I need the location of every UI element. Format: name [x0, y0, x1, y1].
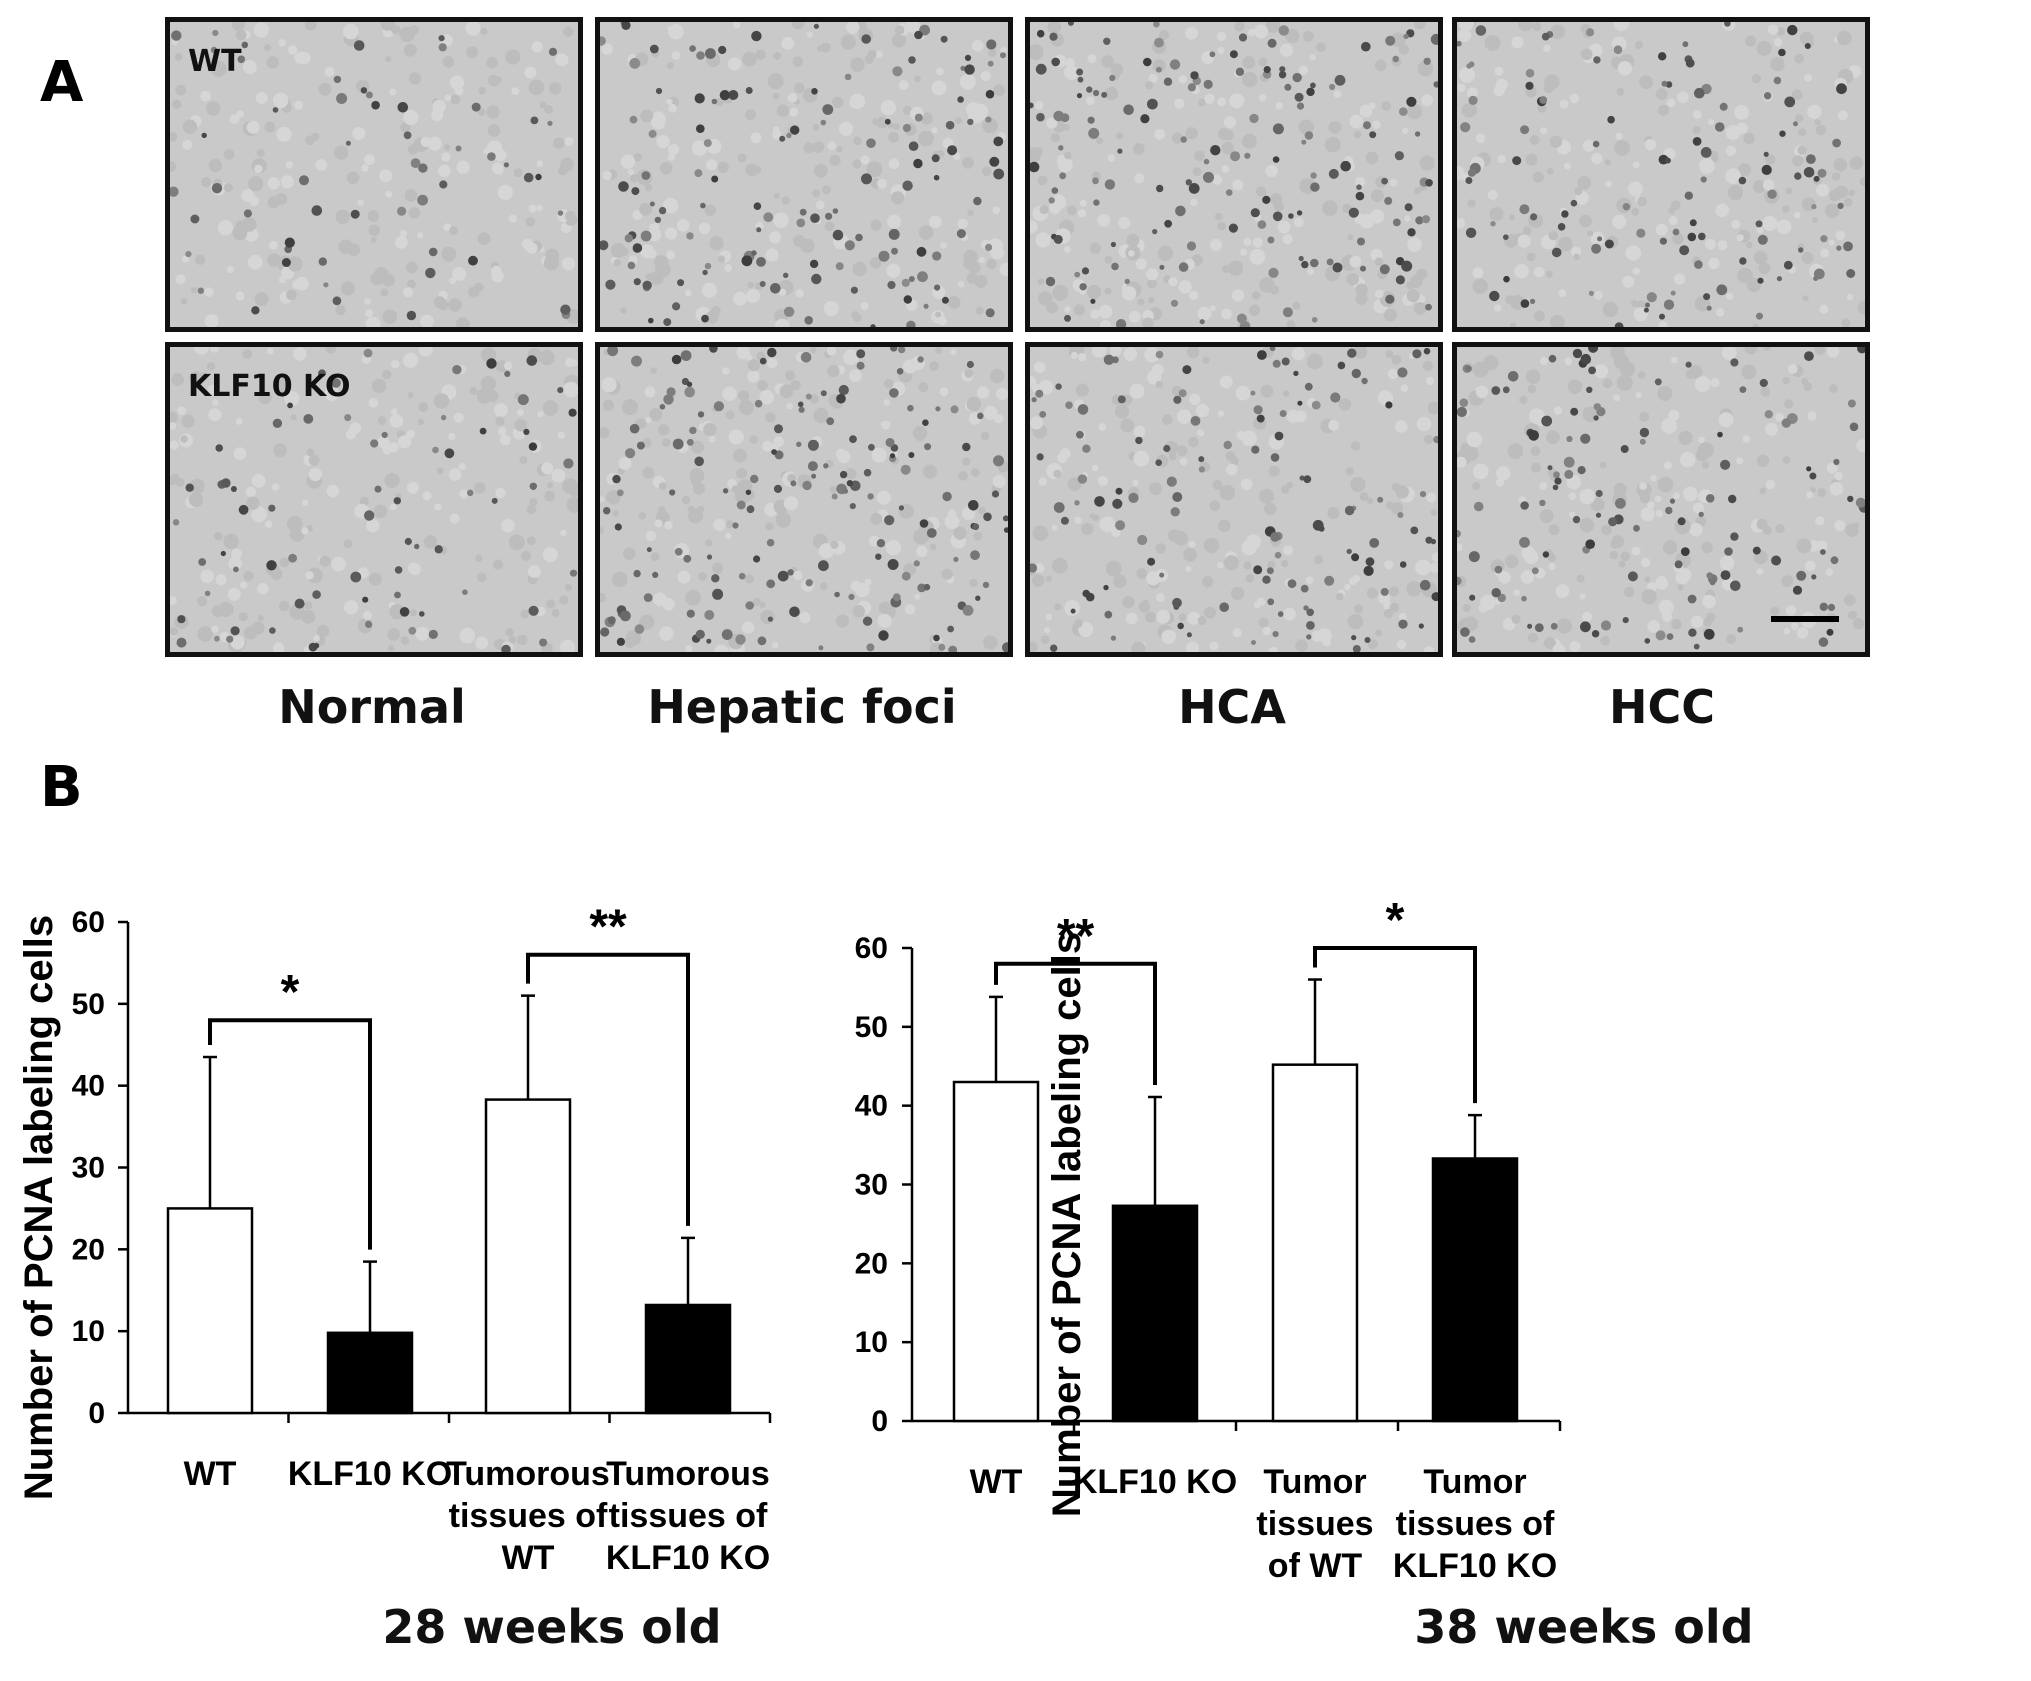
x-category-label: KLF10 KO — [606, 1539, 770, 1577]
micrograph-wt-hca — [1025, 17, 1443, 332]
y-tick-label: 50 — [855, 1011, 888, 1044]
y-tick-label: 10 — [855, 1326, 888, 1359]
bar — [166, 1207, 254, 1415]
column-label-hca: HCA — [1178, 680, 1286, 734]
significance-label: ** — [589, 901, 627, 954]
bar — [484, 1098, 572, 1415]
column-label-hepatic-foci: Hepatic foci — [647, 680, 957, 734]
significance-label: * — [281, 966, 300, 1019]
tissue-texture — [170, 347, 578, 652]
significance-bracket — [208, 1018, 372, 1250]
y-tick-label: 0 — [88, 1397, 105, 1430]
significance-bracket — [1313, 946, 1477, 1104]
tissue-texture — [1457, 347, 1865, 652]
x-category-label: tissues of — [1396, 1505, 1555, 1543]
y-tick-label: 0 — [871, 1405, 888, 1438]
bar — [644, 1303, 732, 1415]
x-category-label: KLF10 KO — [288, 1455, 452, 1493]
x-category-label: WT — [970, 1463, 1023, 1501]
significance-label: ** — [1057, 910, 1095, 963]
y-tick-label: 30 — [855, 1169, 888, 1202]
y-tick-label: 10 — [72, 1315, 105, 1348]
tissue-texture — [1030, 22, 1438, 327]
bar — [326, 1331, 414, 1415]
micrograph-klf10-ko-hepatic-foci — [595, 342, 1013, 657]
x-category-label: KLF10 KO — [1073, 1463, 1237, 1501]
y-tick-label: 40 — [72, 1070, 105, 1103]
scale-bar — [1771, 616, 1839, 622]
micrograph-klf10-ko-hcc — [1452, 342, 1870, 657]
row-label-klf10-ko: KLF10 KO — [188, 369, 351, 404]
x-category-label: Tumor — [1263, 1463, 1366, 1501]
tissue-texture — [600, 347, 1008, 652]
panel-a-letter: A — [40, 50, 84, 115]
x-category-label: Tumor — [1423, 1463, 1526, 1501]
x-category-label: Tumorous — [606, 1455, 770, 1493]
y-tick-label: 60 — [855, 932, 888, 965]
x-category-label: tissues of — [609, 1497, 768, 1535]
y-axis-label: Number of PCNA labeling cells — [17, 915, 61, 1500]
tissue-texture — [600, 22, 1008, 327]
tissue-texture — [1030, 347, 1438, 652]
age-label-38-weeks: 38 weeks old — [1414, 1600, 1754, 1654]
y-tick-label: 20 — [855, 1247, 888, 1280]
significance-bracket — [526, 952, 690, 1226]
micrograph-wt-hcc — [1452, 17, 1870, 332]
bar — [1431, 1157, 1519, 1423]
bar — [952, 1080, 1040, 1423]
age-label-28-weeks: 28 weeks old — [382, 1600, 722, 1654]
y-tick-label: 40 — [855, 1090, 888, 1123]
y-tick-label: 50 — [72, 988, 105, 1021]
y-axis-label: Number of PCNA labeling cells — [1045, 932, 1089, 1517]
column-label-normal: Normal — [278, 680, 466, 734]
x-category-label: tissues of — [449, 1497, 608, 1535]
x-category-label: WT — [184, 1455, 237, 1493]
tissue-texture — [1457, 22, 1865, 327]
row-label-wt: WT — [188, 44, 242, 79]
x-category-label: tissues — [1256, 1505, 1373, 1543]
bar — [1111, 1204, 1199, 1423]
tissue-texture — [170, 22, 578, 327]
y-tick-label: 60 — [72, 906, 105, 939]
y-tick-label: 30 — [72, 1152, 105, 1185]
y-tick-label: 20 — [72, 1233, 105, 1266]
micrograph-wt-normal: WT — [165, 17, 583, 332]
micrograph-wt-hepatic-foci — [595, 17, 1013, 332]
micrograph-klf10-ko-hca — [1025, 342, 1443, 657]
x-category-label: of WT — [1268, 1547, 1363, 1585]
significance-bracket — [994, 961, 1157, 1085]
micrograph-klf10-ko-normal: KLF10 KO — [165, 342, 583, 657]
panel-b-letter: B — [40, 755, 83, 820]
x-category-label: KLF10 KO — [1393, 1547, 1557, 1585]
bar — [1271, 1063, 1359, 1423]
x-category-label: Tumorous — [446, 1455, 610, 1493]
column-label-hcc: HCC — [1608, 680, 1715, 734]
x-category-label: WT — [502, 1539, 555, 1577]
significance-label: * — [1386, 894, 1405, 947]
